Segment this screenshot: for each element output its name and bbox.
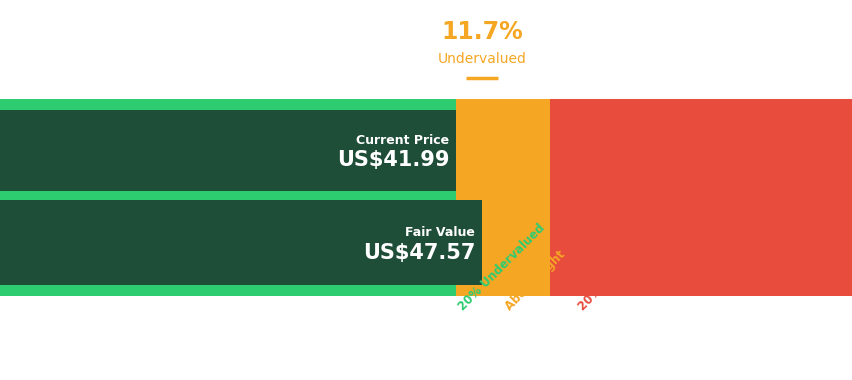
Text: About Right: About Right	[503, 248, 567, 313]
Bar	[0, 110, 456, 191]
Bar	[0, 99, 456, 296]
Text: Undervalued: Undervalued	[437, 52, 526, 66]
Text: 20% Overvalued: 20% Overvalued	[575, 228, 660, 313]
Bar	[456, 99, 550, 296]
Text: Fair Value: Fair Value	[405, 226, 475, 239]
Text: 11.7%: 11.7%	[440, 20, 522, 44]
Text: US$47.57: US$47.57	[362, 243, 475, 263]
Bar	[550, 99, 852, 296]
Bar	[0, 201, 481, 285]
Text: US$41.99: US$41.99	[337, 150, 449, 170]
Text: Current Price: Current Price	[356, 135, 449, 147]
Text: 20% Undervalued: 20% Undervalued	[456, 222, 547, 313]
